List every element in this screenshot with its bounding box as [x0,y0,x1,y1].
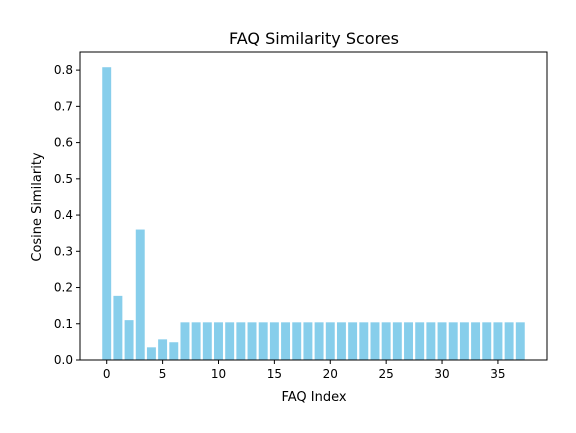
bar-faq-23 [359,322,369,360]
bar-faq-9 [202,322,212,360]
y-tick-label: 0.5 [54,172,73,186]
bar-faq-13 [247,322,257,360]
bar-faq-30 [437,322,447,360]
y-tick-label: 0.7 [54,99,73,113]
bar-faq-35 [493,322,503,360]
x-axis-ticks: 0 5 10 15 20 25 30 35 [103,360,506,381]
bar-faq-29 [426,322,436,360]
bar-faq-4 [146,347,156,360]
y-tick-label: 0.0 [54,353,73,367]
bar-faq-34 [482,322,492,360]
x-tick-label: 20 [323,367,338,381]
bar-faq-22 [348,322,358,360]
bar-faq-36 [504,322,514,360]
bar-faq-31 [448,322,458,360]
x-tick-label: 10 [211,367,226,381]
bar-faq-27 [404,322,413,360]
bar-faq-10 [214,322,223,360]
bar-faq-3 [135,229,145,360]
bars-group [102,67,525,360]
bar-faq-26 [392,322,402,360]
bar-faq-7 [180,322,190,360]
bar-faq-33 [471,322,481,360]
bar-faq-14 [258,322,268,360]
bar-faq-8 [191,322,201,360]
x-tick-label: 15 [267,367,282,381]
x-tick-label: 35 [490,367,505,381]
bar-faq-0 [102,67,112,360]
y-axis-label: Cosine Similarity [30,152,45,262]
bar-faq-18 [303,322,313,360]
x-tick-label: 25 [379,367,394,381]
x-tick-label: 0 [103,367,111,381]
y-tick-label: 0.8 [54,63,73,77]
y-tick-label: 0.1 [54,317,73,331]
plot-area-frame [79,51,548,361]
bar-faq-11 [225,322,235,360]
bar-faq-17 [292,322,302,360]
bar-faq-1 [113,295,123,360]
bar-faq-25 [381,322,391,360]
bar-faq-16 [281,322,291,360]
x-tick-label: 5 [159,367,167,381]
bar-faq-15 [269,322,279,360]
bar-faq-5 [158,339,168,360]
bar-faq-20 [325,322,335,360]
bar-faq-19 [314,322,324,360]
bar-faq-21 [336,322,346,360]
x-tick-label: 30 [434,367,449,381]
bar-faq-6 [169,342,179,360]
chart-title: FAQ Similarity Scores [229,29,399,48]
bar-faq-2 [124,320,134,360]
y-tick-label: 0.3 [54,244,73,258]
x-axis-label: FAQ Index [281,390,346,405]
y-tick-label: 0.2 [54,281,73,295]
bar-faq-32 [459,322,469,360]
bar-faq-28 [415,322,425,360]
bar-faq-24 [370,322,380,360]
y-tick-label: 0.6 [54,136,73,150]
y-axis-ticks: 0.0 0.1 0.2 0.3 0.4 0.5 0.6 0.7 0.8 [54,63,80,367]
y-tick-label: 0.4 [54,208,73,222]
bar-faq-37 [515,322,525,360]
bar-faq-12 [236,322,246,360]
